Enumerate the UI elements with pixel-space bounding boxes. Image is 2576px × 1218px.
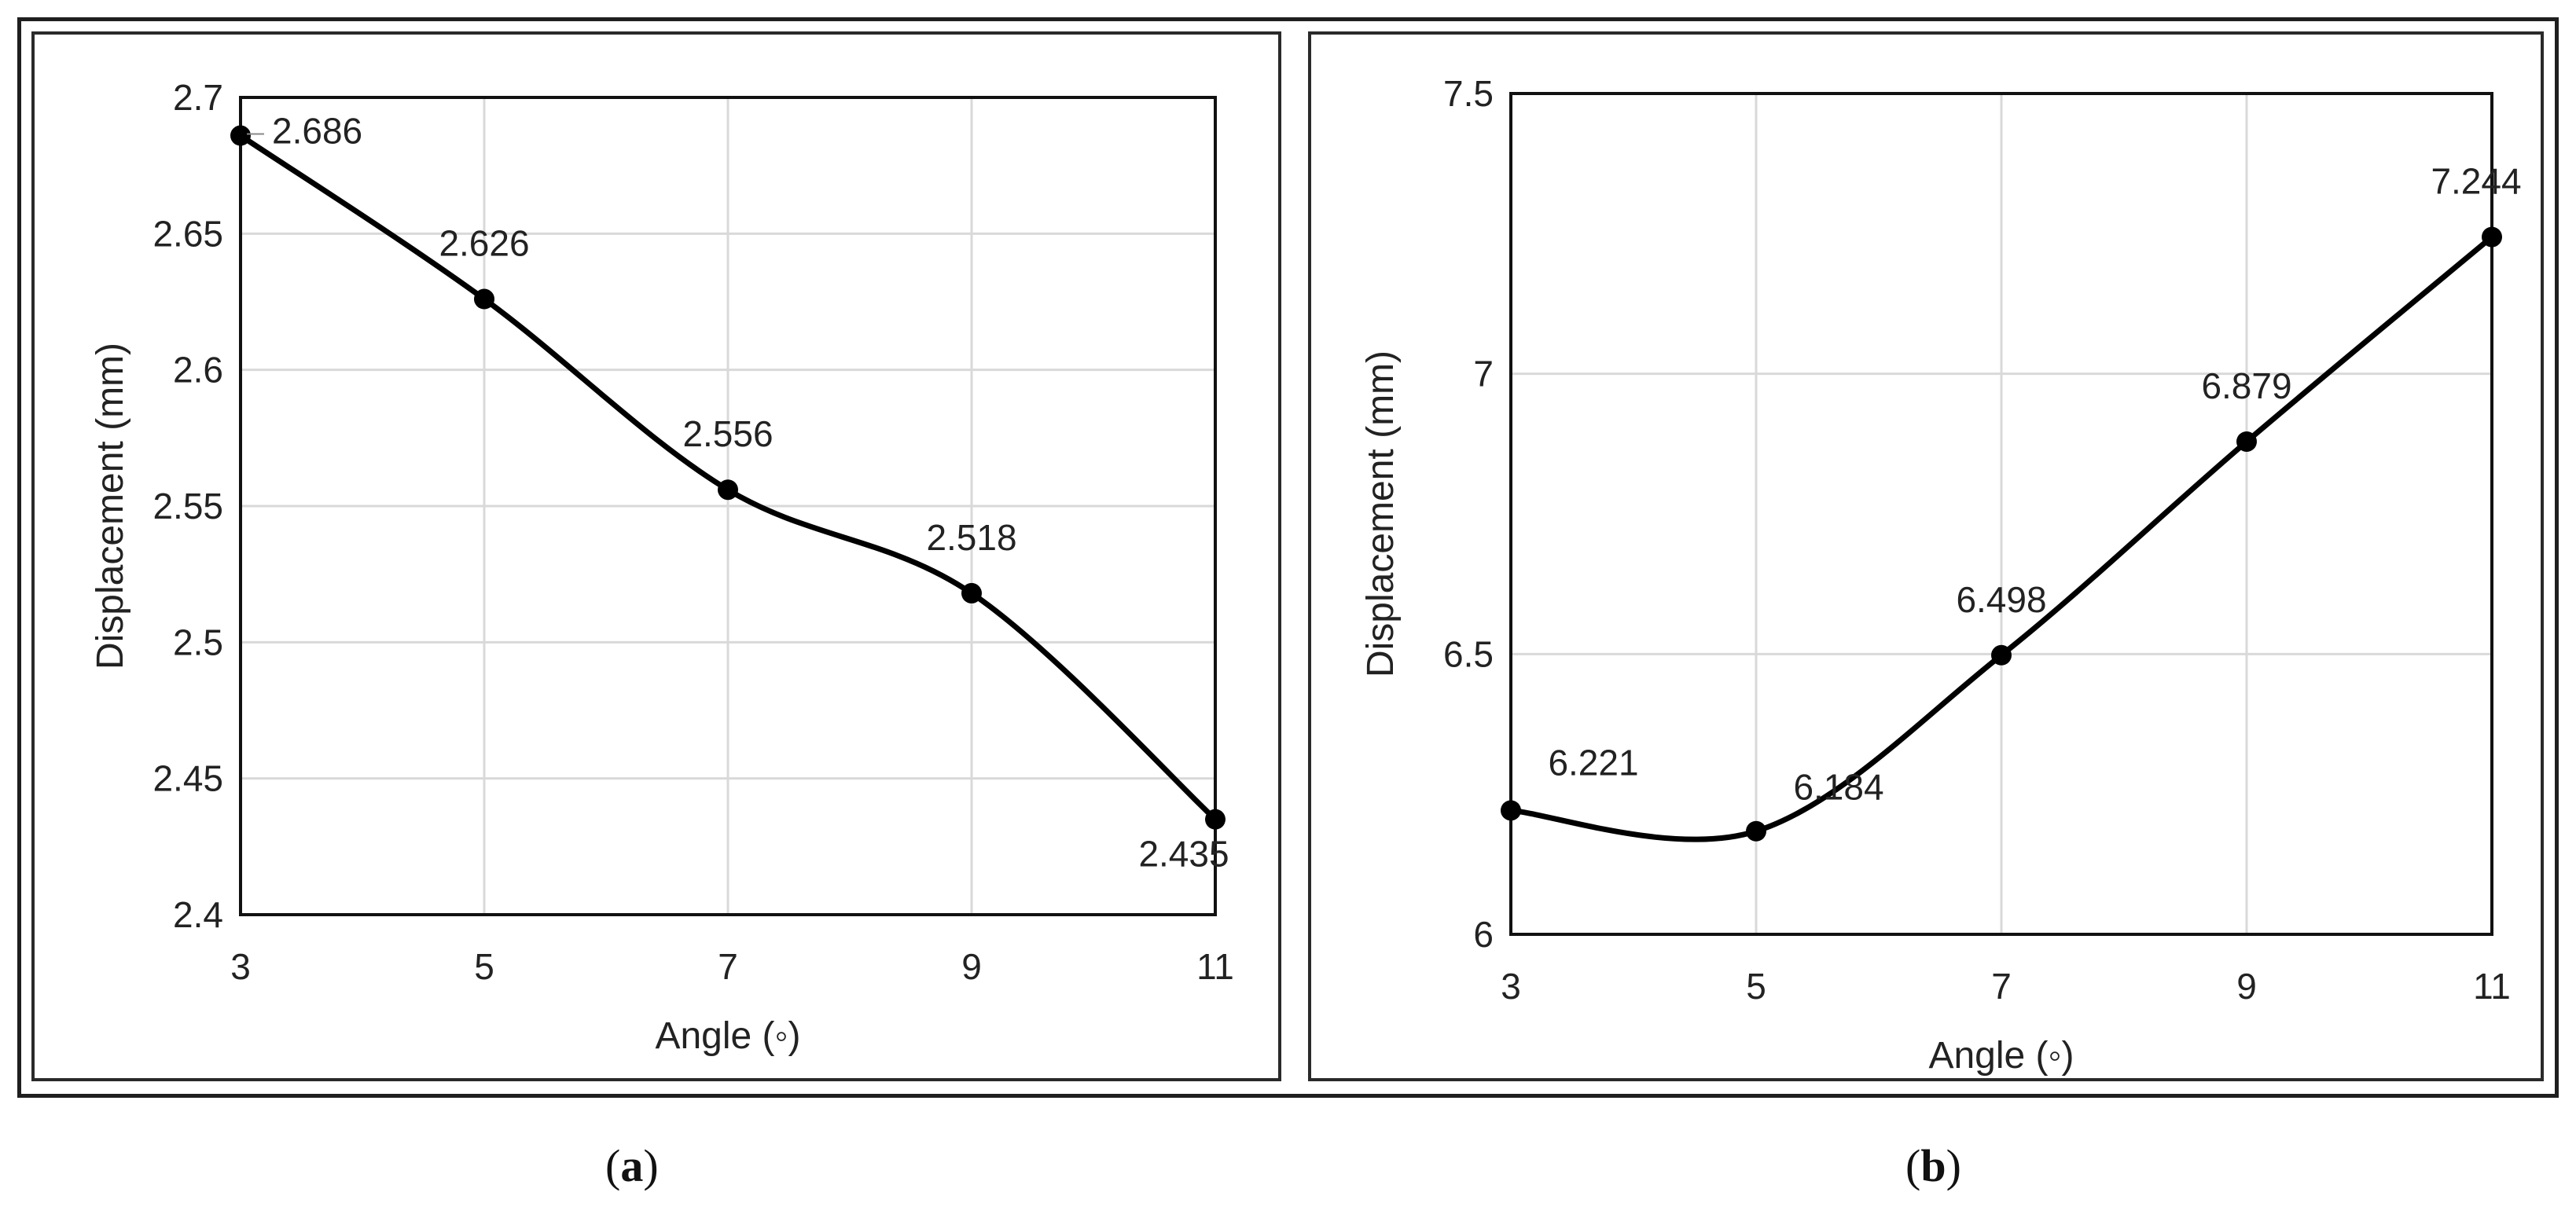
y-tick-label: 2.45 [153,758,223,799]
x-tick-label: 3 [230,946,251,987]
data-point [718,479,738,501]
x-axis-title: Angle (◦) [655,1015,800,1057]
y-tick-label: 6 [1473,914,1494,955]
data-label: 6.498 [1956,579,2046,620]
caption-a: (a) [605,1140,659,1191]
chart-panel-b: 6 6.5 7 7.5 3 5 7 9 11 Angle (◦) Displacement (mm)… [1308,31,2544,1081]
plot-area-border [239,96,1217,916]
data-point [2236,431,2257,452]
y-tick-label: 7 [1473,354,1494,394]
y-axis-title: Displacement (mm) [90,343,131,670]
x-tick-label: 7 [1991,966,2012,1007]
data-label: 7.244 [2431,161,2521,202]
data-point [2482,226,2502,248]
x-tick-label: 7 [718,946,738,987]
y-tick-label: 2.65 [153,213,223,254]
data-label: 2.686 [272,111,362,152]
x-tick-label: 11 [1196,946,1234,987]
data-label: 6.879 [2201,365,2291,406]
data-point [1991,644,2012,666]
x-tick-label: 9 [2236,966,2257,1007]
data-label: 2.435 [1138,834,1229,875]
caption-a-letter: a [620,1140,644,1191]
y-tick-label: 6.5 [1443,633,1494,674]
y-tick-label: 2.4 [173,894,223,935]
data-label: 6.221 [1548,742,1638,783]
data-label: 2.626 [439,223,529,264]
y-axis-title: Displacement (mm) [1360,350,1402,677]
data-point [1205,809,1226,830]
data-label: 2.518 [926,517,1016,558]
y-tick-label: 2.55 [153,486,223,526]
plot-area-border [1509,92,2493,936]
y-tick-label: 2.5 [173,622,223,662]
chart-panel-a: 2.4 2.45 2.5 2.55 2.6 2.65 2.7 3 5 7 9 11 Angle (◦) D… [31,31,1281,1081]
figure-frame [17,17,2559,1098]
x-tick-label: 3 [1501,966,1521,1007]
caption-b: (b) [1905,1140,1961,1191]
data-label: 6.184 [1793,767,1883,808]
line-chart-a: 2.4 2.45 2.5 2.55 2.6 2.65 2.7 3 5 7 9 11 Angle (◦) D… [90,77,1234,1057]
x-tick-label: 11 [2473,966,2511,1007]
data-point [1746,820,1766,842]
y-tick-label: 2.6 [173,350,223,391]
data-point [961,582,982,603]
x-tick-label: 5 [1746,966,1766,1007]
x-tick-label: 5 [474,946,494,987]
y-tick-label: 2.7 [173,77,223,118]
y-tick-label: 7.5 [1443,73,1494,114]
x-axis-title: Angle (◦) [1928,1035,2074,1077]
line-chart-b: 6 6.5 7 7.5 3 5 7 9 11 Angle (◦) Displacement (mm)… [1360,73,2522,1077]
data-label: 2.556 [682,413,773,454]
data-point [230,125,251,146]
data-point [1501,800,1521,821]
caption-b-letter: b [1920,1140,1946,1191]
data-point [474,288,494,310]
x-tick-label: 9 [961,946,982,987]
